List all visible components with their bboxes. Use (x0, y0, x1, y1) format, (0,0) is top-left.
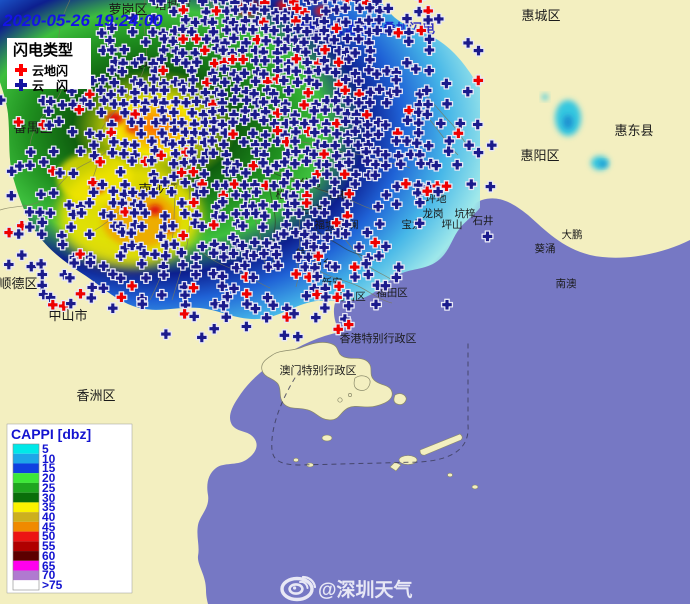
svg-text:惠东县: 惠东县 (614, 123, 653, 138)
svg-text:云地闪: 云地闪 (32, 63, 68, 78)
svg-text:南澳: 南澳 (556, 277, 577, 290)
svg-text:坪山: 坪山 (442, 218, 463, 231)
svg-text:@深圳天气: @深圳天气 (318, 578, 413, 601)
svg-text:葵涌: 葵涌 (535, 243, 556, 255)
svg-text:澳门特别行政区: 澳门特别行政区 (280, 363, 357, 377)
svg-text:>75: >75 (42, 578, 63, 592)
svg-text:香洲区: 香洲区 (76, 388, 115, 403)
svg-text:惠阳区: 惠阳区 (520, 148, 559, 163)
svg-text:惠城区: 惠城区 (521, 8, 560, 23)
svg-text:CAPPI [dbz]: CAPPI [dbz] (11, 426, 91, 442)
svg-text:顺德区: 顺德区 (0, 276, 38, 291)
svg-text:云 闪: 云 闪 (32, 79, 68, 93)
svg-text:香港特别行政区: 香港特别行政区 (340, 331, 417, 345)
svg-text:龙岗: 龙岗 (423, 207, 444, 220)
svg-text:大鹏: 大鹏 (562, 228, 583, 241)
svg-text:闪电类型: 闪电类型 (13, 41, 73, 59)
svg-text:2020-05-26 19:24:00: 2020-05-26 19:24:00 (2, 11, 163, 30)
svg-text:石井: 石井 (473, 214, 494, 227)
